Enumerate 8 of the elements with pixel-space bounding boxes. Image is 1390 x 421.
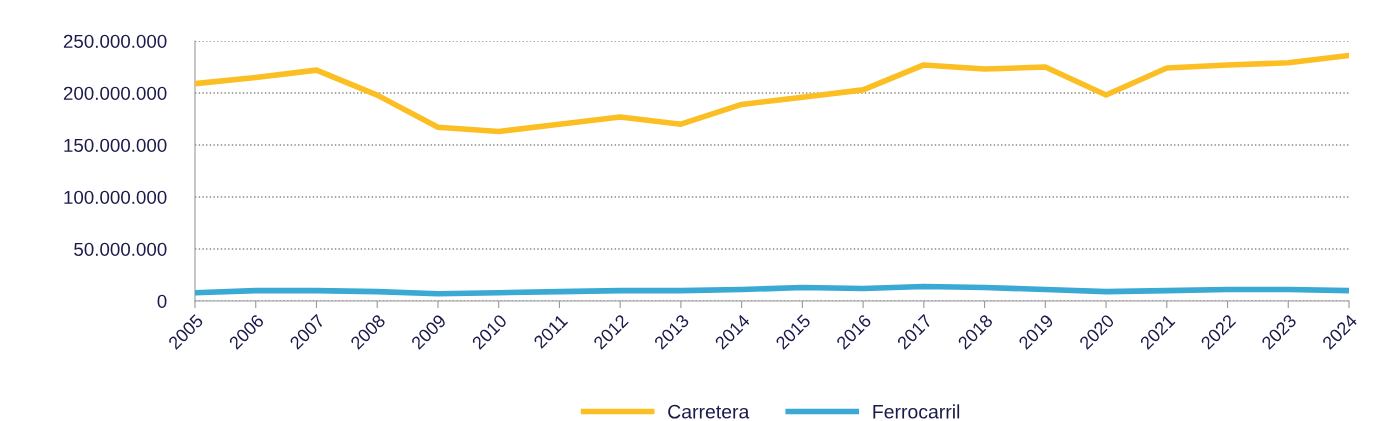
y-tick-label: 200.000.000 — [63, 86, 167, 100]
legend-label: Carretera — [668, 404, 750, 419]
y-tick-label: 250.000.000 — [63, 34, 167, 48]
y-tick-label: 0 — [157, 294, 167, 308]
y-tick-label: 150.000.000 — [64, 138, 167, 152]
legend-label: Ferrocarril — [873, 404, 960, 419]
y-tick-label: 100.000.000 — [64, 190, 167, 204]
y-tick-label: 50.000.000 — [74, 242, 167, 256]
